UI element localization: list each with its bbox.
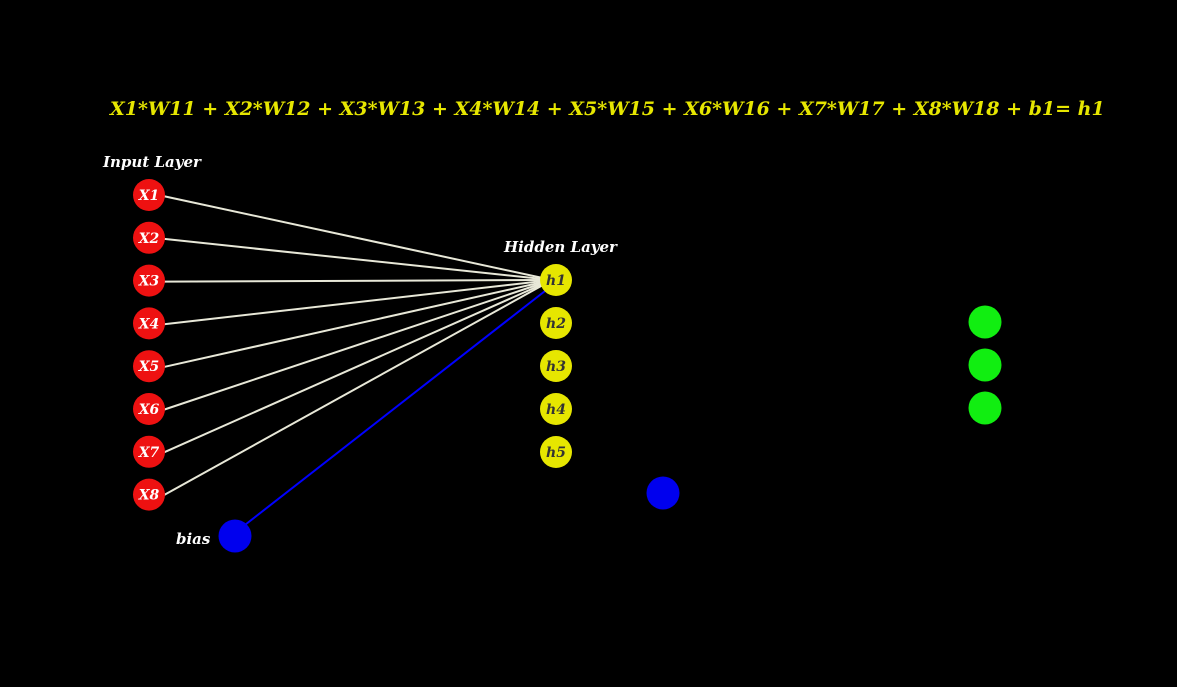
hidden-node-label-h4: h4 [546, 402, 566, 418]
connection-x1-h1 [162, 195, 553, 281]
connection-x2-h1 [162, 237, 553, 281]
bias-label: bias [176, 530, 211, 548]
input-node-x4 [133, 307, 165, 340]
connection-x8-h1 [162, 279, 553, 497]
bias-node-input [218, 519, 252, 553]
output-node-1 [968, 305, 1002, 339]
input-node-label-x8: X8 [138, 488, 160, 504]
output-node-2 [968, 348, 1002, 382]
hidden-node-label-h3: h3 [546, 359, 566, 375]
hidden-node-label-h2: h2 [546, 316, 566, 332]
hidden-node-h5 [540, 436, 572, 468]
connection-x6-h1 [162, 279, 553, 411]
output-node-3 [968, 391, 1002, 425]
input-node-x2 [133, 221, 165, 254]
hidden-node-h3 [540, 350, 572, 382]
input-node-label-x2: X2 [138, 231, 160, 247]
connection-x7-h1 [162, 279, 553, 454]
hidden-node-h1 [540, 264, 572, 296]
input-node-label-x4: X4 [138, 316, 160, 332]
input-node-x5 [133, 350, 165, 383]
connection-x5-h1 [162, 279, 553, 369]
input-node-x6 [133, 393, 165, 425]
connection-bias-h1 [240, 283, 555, 529]
input-node-x7 [133, 435, 165, 468]
hidden-node-label-h5: h5 [546, 445, 566, 461]
hidden-layer-label: Hidden Layer [503, 238, 618, 256]
input-node-label-x6: X6 [138, 402, 160, 418]
input-node-x3 [133, 264, 165, 297]
input-node-label-x3: X3 [138, 274, 160, 290]
input-node-label-x7: X7 [138, 445, 160, 461]
bias-node-hidden [646, 476, 680, 510]
connections [162, 195, 555, 529]
hidden-node-label-h1: h1 [546, 273, 566, 289]
input-node-x8 [133, 478, 165, 511]
input-node-label-x5: X5 [138, 359, 160, 375]
connection-x3-h1 [162, 279, 553, 283]
equation-text: X1*W11 + X2*W12 + X3*W13 + X4*W14 + X5*W… [109, 98, 1105, 120]
input-node-x1 [133, 179, 165, 211]
input-layer-label: Input Layer [102, 153, 202, 171]
hidden-node-h2 [540, 307, 572, 339]
nodes: X1 X2 X3 X4 X5 X6 X7 X8 h1 h2 h3 h4 h5 [133, 179, 1002, 553]
input-node-label-x1: X1 [138, 188, 160, 204]
connection-x4-h1 [162, 279, 553, 326]
hidden-node-h4 [540, 393, 572, 425]
